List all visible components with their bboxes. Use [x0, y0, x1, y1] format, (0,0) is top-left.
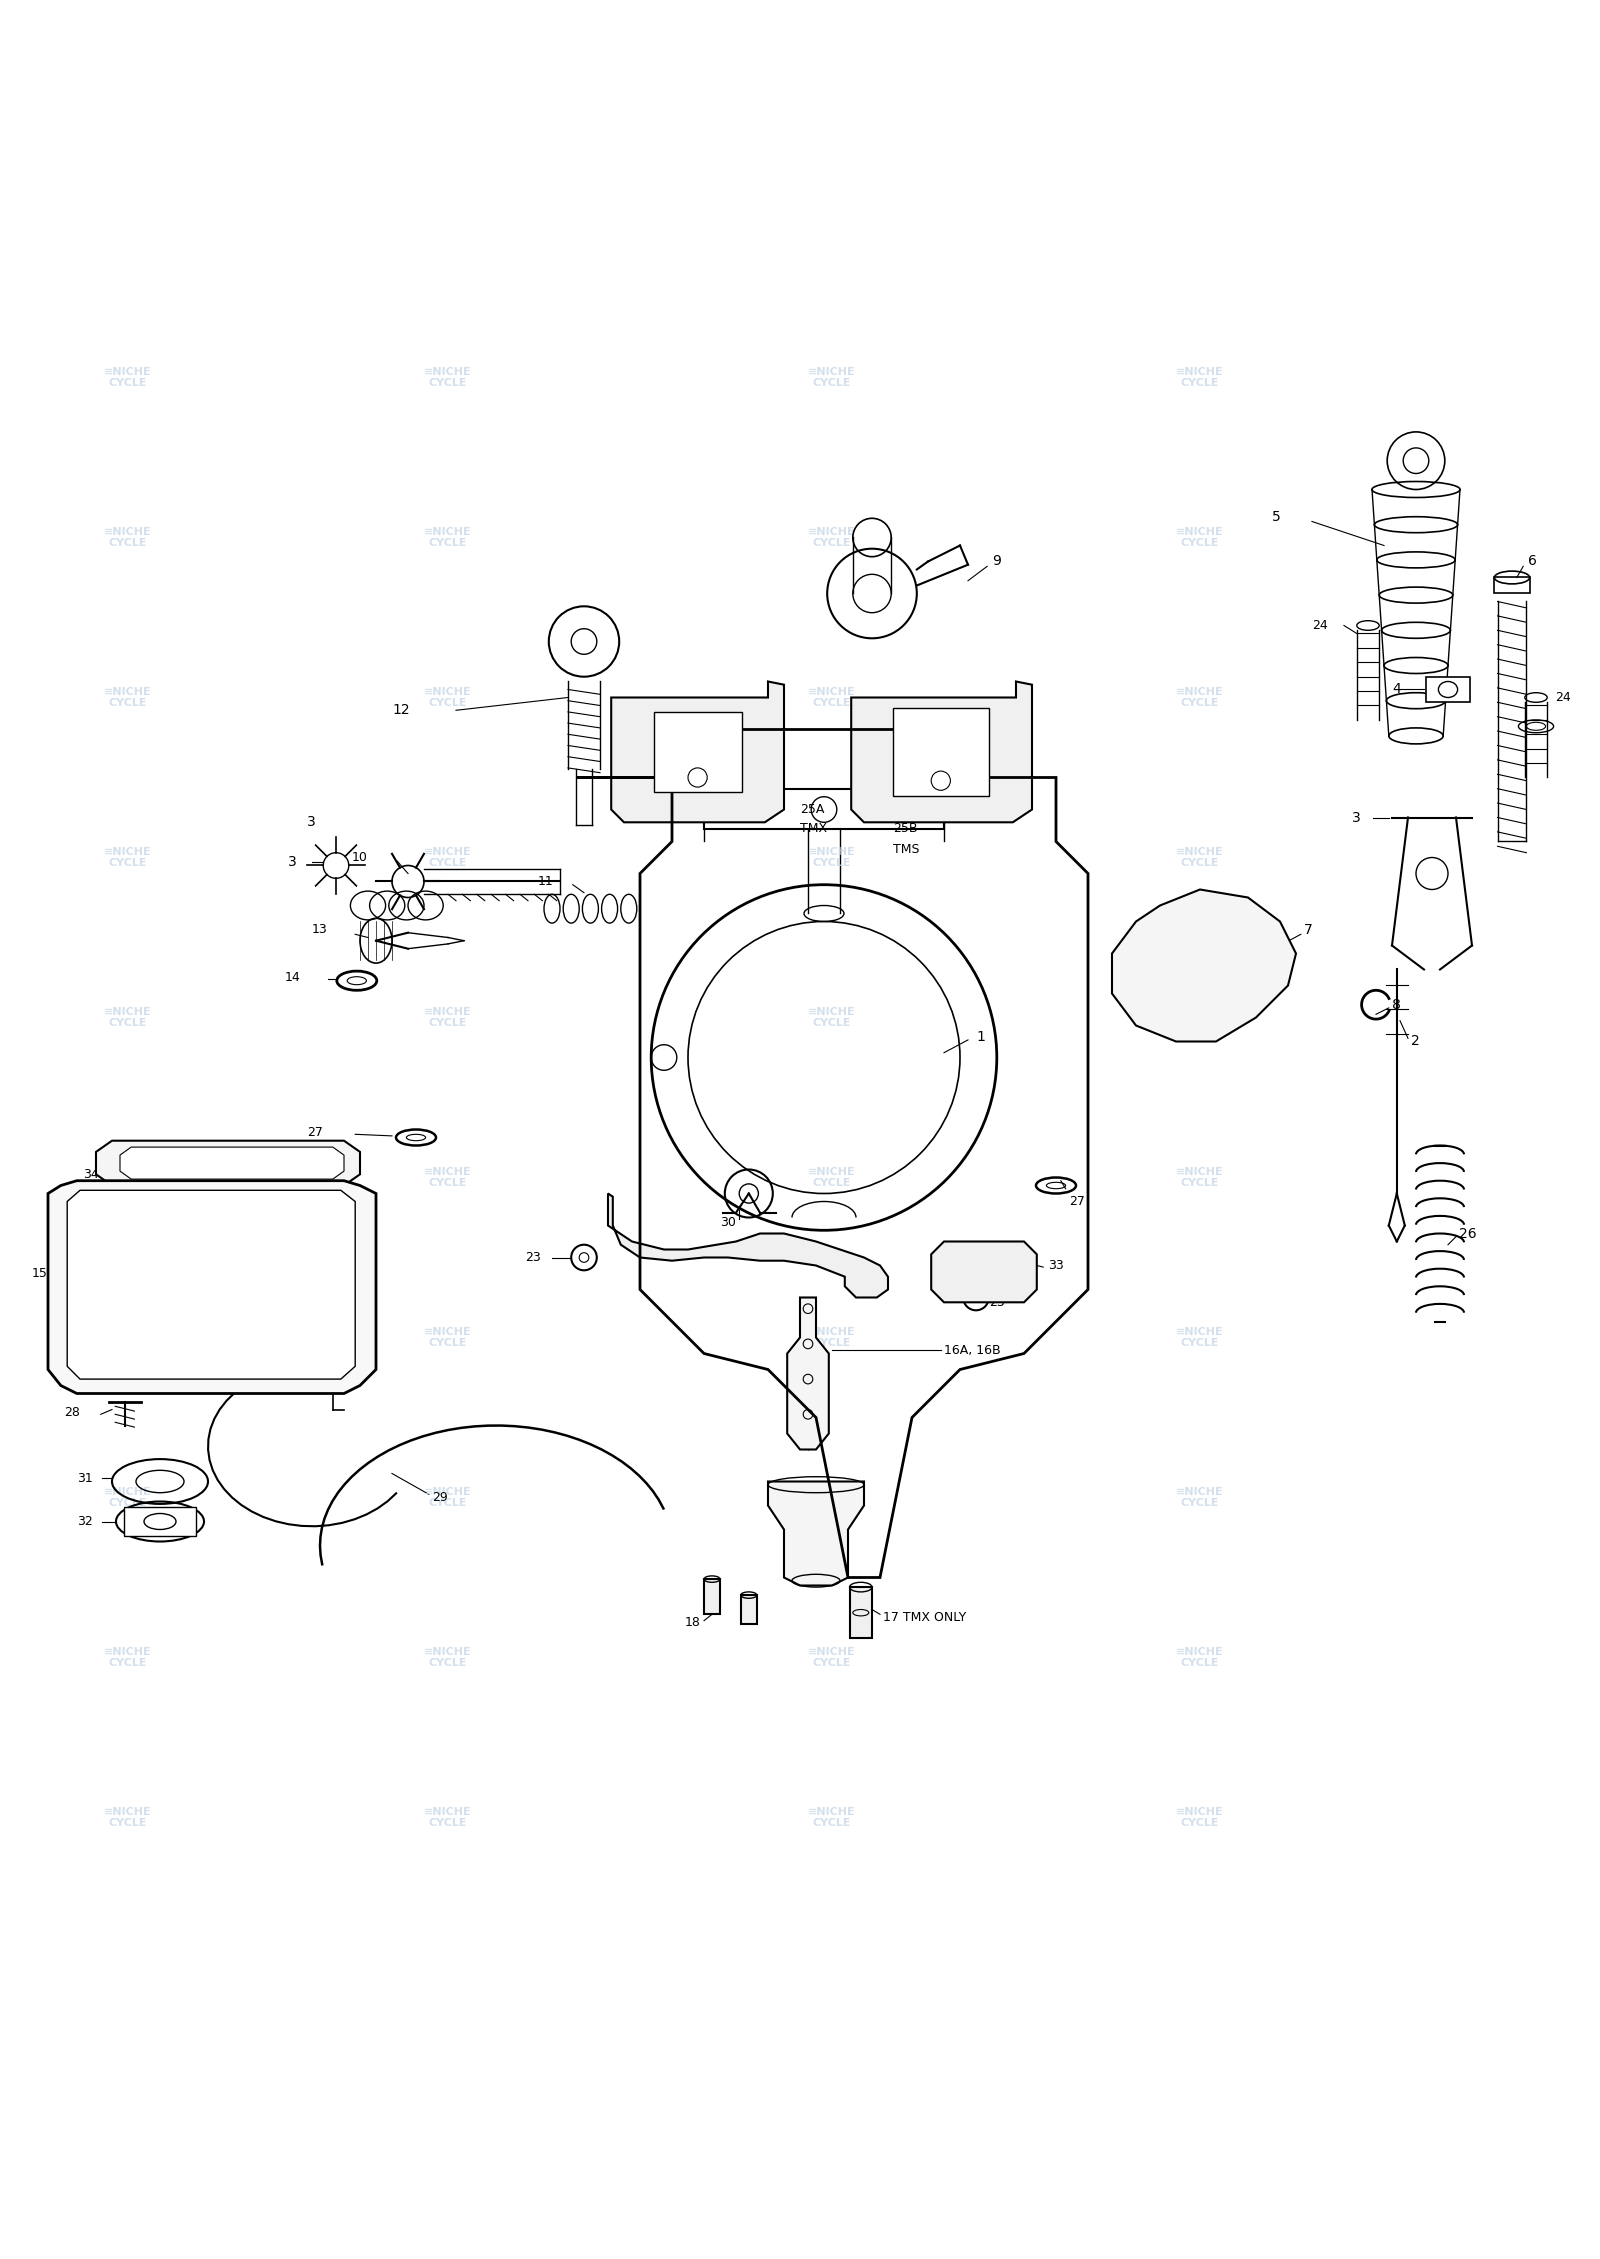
Polygon shape	[851, 682, 1032, 822]
Text: 2: 2	[1411, 1035, 1419, 1048]
Bar	[741, 1595, 757, 1624]
Text: 34: 34	[83, 1168, 99, 1181]
Text: 3: 3	[288, 856, 296, 870]
Text: 30: 30	[720, 1215, 736, 1229]
Text: ≡NICHE
CYCLE: ≡NICHE CYCLE	[104, 1326, 152, 1349]
Polygon shape	[96, 1141, 360, 1186]
Text: ≡NICHE
CYCLE: ≡NICHE CYCLE	[808, 1647, 856, 1669]
Text: 10: 10	[352, 852, 368, 863]
Text: ≡NICHE
CYCLE: ≡NICHE CYCLE	[104, 1008, 152, 1028]
Text: 18: 18	[685, 1615, 701, 1629]
Polygon shape	[611, 682, 784, 822]
Text: 23: 23	[989, 1297, 1005, 1308]
Text: 17 TMX ONLY: 17 TMX ONLY	[883, 1611, 966, 1624]
Text: ≡NICHE
CYCLE: ≡NICHE CYCLE	[1176, 1008, 1224, 1028]
Text: 6: 6	[1528, 553, 1538, 569]
Text: ≡NICHE
CYCLE: ≡NICHE CYCLE	[1176, 847, 1224, 867]
Text: 33: 33	[1048, 1258, 1064, 1272]
Bar	[1494, 578, 1530, 594]
Text: ≡NICHE
CYCLE: ≡NICHE CYCLE	[104, 1486, 152, 1509]
Text: TMS: TMS	[893, 843, 920, 856]
Text: ≡NICHE
CYCLE: ≡NICHE CYCLE	[104, 366, 152, 389]
Text: ≡NICHE
CYCLE: ≡NICHE CYCLE	[424, 687, 472, 709]
Text: ≡NICHE
CYCLE: ≡NICHE CYCLE	[104, 1807, 152, 1828]
Text: 24: 24	[1555, 691, 1571, 705]
Text: ≡NICHE
CYCLE: ≡NICHE CYCLE	[424, 1166, 472, 1188]
Text: 9: 9	[992, 553, 1002, 569]
Polygon shape	[768, 1482, 864, 1586]
Text: 15: 15	[32, 1267, 48, 1281]
Text: ≡NICHE
CYCLE: ≡NICHE CYCLE	[104, 1166, 152, 1188]
Bar	[704, 788, 944, 829]
Text: ≡NICHE
CYCLE: ≡NICHE CYCLE	[104, 1647, 152, 1669]
Text: ≡NICHE
CYCLE: ≡NICHE CYCLE	[1176, 1326, 1224, 1349]
Text: ≡NICHE
CYCLE: ≡NICHE CYCLE	[1176, 1486, 1224, 1509]
Polygon shape	[931, 1242, 1037, 1301]
Text: ≡NICHE
CYCLE: ≡NICHE CYCLE	[808, 1486, 856, 1509]
Bar	[1426, 678, 1470, 703]
Text: ≡NICHE
CYCLE: ≡NICHE CYCLE	[1176, 1647, 1224, 1669]
Text: ≡NICHE
CYCLE: ≡NICHE CYCLE	[808, 526, 856, 549]
Polygon shape	[787, 1297, 829, 1450]
Text: 11: 11	[538, 874, 554, 888]
Text: ≡NICHE
CYCLE: ≡NICHE CYCLE	[808, 687, 856, 709]
Bar	[704, 1579, 720, 1615]
Text: 31: 31	[77, 1473, 93, 1484]
Text: 32: 32	[77, 1516, 93, 1527]
Text: ≡NICHE
CYCLE: ≡NICHE CYCLE	[104, 687, 152, 709]
Text: TMX: TMX	[800, 822, 827, 836]
Text: ≡NICHE
CYCLE: ≡NICHE CYCLE	[808, 366, 856, 389]
Text: ≡NICHE
CYCLE: ≡NICHE CYCLE	[1176, 1166, 1224, 1188]
Text: 7: 7	[1304, 922, 1312, 937]
Text: 3: 3	[307, 815, 315, 829]
Text: ≡NICHE
CYCLE: ≡NICHE CYCLE	[1176, 366, 1224, 389]
Text: ≡NICHE
CYCLE: ≡NICHE CYCLE	[104, 847, 152, 867]
Text: 29: 29	[432, 1491, 448, 1504]
Text: ≡NICHE
CYCLE: ≡NICHE CYCLE	[424, 1807, 472, 1828]
Text: 16A, 16B: 16A, 16B	[944, 1344, 1000, 1358]
Polygon shape	[120, 1148, 344, 1179]
Text: ≡NICHE
CYCLE: ≡NICHE CYCLE	[424, 1486, 472, 1509]
Text: 8: 8	[1392, 998, 1402, 1012]
Text: ≡NICHE
CYCLE: ≡NICHE CYCLE	[1176, 687, 1224, 709]
Text: ≡NICHE
CYCLE: ≡NICHE CYCLE	[1176, 526, 1224, 549]
Text: 24: 24	[1312, 619, 1328, 633]
Bar	[893, 707, 989, 795]
Text: 27: 27	[307, 1127, 323, 1139]
Bar	[850, 1588, 872, 1638]
Text: ≡NICHE
CYCLE: ≡NICHE CYCLE	[104, 526, 152, 549]
Text: 14: 14	[285, 971, 301, 985]
Polygon shape	[1112, 890, 1296, 1041]
Text: 13: 13	[312, 924, 328, 935]
Text: 1: 1	[976, 1030, 986, 1044]
Text: 12: 12	[392, 703, 410, 718]
Text: ≡NICHE
CYCLE: ≡NICHE CYCLE	[424, 847, 472, 867]
Polygon shape	[608, 1193, 888, 1297]
Bar	[653, 712, 741, 793]
Text: ≡NICHE
CYCLE: ≡NICHE CYCLE	[808, 847, 856, 867]
Text: 4: 4	[1392, 682, 1400, 696]
Text: 28: 28	[64, 1405, 80, 1419]
Text: 25A: 25A	[800, 802, 824, 815]
Text: ≡NICHE
CYCLE: ≡NICHE CYCLE	[424, 366, 472, 389]
Text: ≡NICHE
CYCLE: ≡NICHE CYCLE	[808, 1166, 856, 1188]
Text: ≡NICHE
CYCLE: ≡NICHE CYCLE	[424, 1647, 472, 1669]
Text: ≡NICHE
CYCLE: ≡NICHE CYCLE	[808, 1008, 856, 1028]
Text: ≡NICHE
CYCLE: ≡NICHE CYCLE	[808, 1807, 856, 1828]
Text: 25B: 25B	[893, 822, 917, 836]
Text: 27: 27	[1069, 1195, 1085, 1209]
Polygon shape	[48, 1181, 376, 1394]
Text: ≡NICHE
CYCLE: ≡NICHE CYCLE	[424, 1326, 472, 1349]
Polygon shape	[67, 1190, 355, 1378]
Text: ≡NICHE
CYCLE: ≡NICHE CYCLE	[424, 1008, 472, 1028]
Text: 3: 3	[1352, 811, 1360, 825]
Bar	[125, 1507, 197, 1536]
Text: 5: 5	[1272, 511, 1280, 524]
Text: ≡NICHE
CYCLE: ≡NICHE CYCLE	[808, 1326, 856, 1349]
Text: ≡NICHE
CYCLE: ≡NICHE CYCLE	[1176, 1807, 1224, 1828]
Text: ≡NICHE
CYCLE: ≡NICHE CYCLE	[424, 526, 472, 549]
Text: 26: 26	[1459, 1227, 1477, 1240]
Text: 23: 23	[525, 1251, 541, 1265]
